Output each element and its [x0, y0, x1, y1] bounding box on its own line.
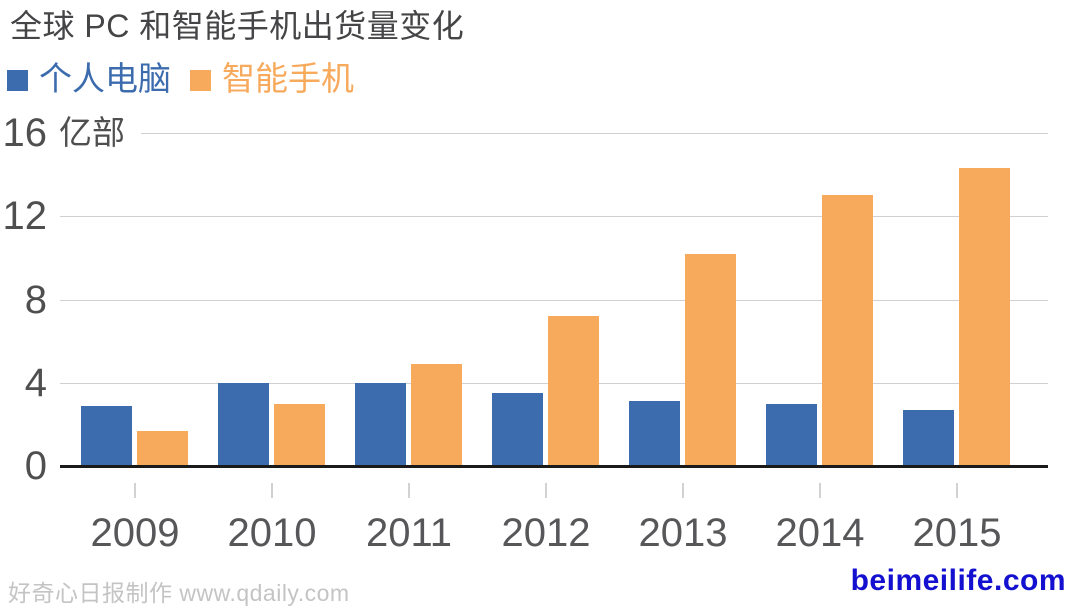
- bar-smartphone-2015: [959, 168, 1010, 466]
- legend: 个人电脑 智能手机: [7, 59, 354, 99]
- x-tick-2013: [682, 483, 684, 498]
- bar-pc-2010: [218, 383, 269, 466]
- gridline-16: [141, 133, 1048, 134]
- x-label-2011: 2011: [365, 511, 452, 555]
- chart-title: 全球 PC 和智能手机出货量变化: [10, 8, 465, 44]
- y-tick-label-4: 4: [24, 361, 47, 405]
- bar-smartphone-2009: [137, 431, 188, 466]
- legend-item-smartphone: 智能手机: [190, 59, 354, 99]
- x-tick-2012: [545, 483, 547, 498]
- smartphone-swatch-icon: [190, 70, 211, 91]
- x-tick-2014: [819, 483, 821, 498]
- bar-pc-2012: [492, 393, 543, 466]
- x-label-2010: 2010: [227, 511, 317, 555]
- bar-smartphone-2010: [274, 404, 325, 466]
- legend-item-pc: 个人电脑: [7, 59, 171, 99]
- y-tick-label-8: 8: [24, 278, 47, 322]
- bar-pc-2015: [903, 410, 954, 466]
- legend-label-smartphone: 智能手机: [222, 60, 354, 97]
- credit-text: 好奇心日报制作 www.qdaily.com: [8, 580, 350, 606]
- x-tick-2009: [134, 483, 136, 498]
- x-tick-2011: [408, 483, 410, 498]
- gridline-8: [60, 300, 1048, 301]
- x-label-2015: 2015: [912, 511, 1002, 555]
- y-tick-label-0: 0: [24, 444, 47, 488]
- bar-pc-2014: [766, 404, 817, 466]
- x-tick-2010: [271, 483, 273, 498]
- bar-smartphone-2012: [548, 316, 599, 466]
- bar-pc-2011: [355, 383, 406, 466]
- bar-smartphone-2013: [685, 254, 736, 466]
- x-tick-2015: [956, 483, 958, 498]
- pc-swatch-icon: [7, 70, 28, 91]
- x-label-2009: 2009: [90, 511, 180, 555]
- y-tick-label-16: 16: [2, 111, 48, 155]
- bar-smartphone-2014: [822, 195, 873, 466]
- x-axis-baseline: [60, 465, 1048, 468]
- y-tick-label-12: 12: [2, 194, 48, 238]
- legend-label-pc: 个人电脑: [39, 60, 171, 97]
- bar-pc-2013: [629, 401, 680, 466]
- gridline-12: [60, 216, 1048, 217]
- y-axis-unit-label: 亿部: [59, 114, 125, 151]
- watermark-text: beimeilife.com: [850, 564, 1066, 597]
- bar-pc-2009: [81, 406, 132, 466]
- x-label-2012: 2012: [501, 511, 591, 555]
- x-label-2013: 2013: [638, 511, 728, 555]
- bar-smartphone-2011: [411, 364, 462, 466]
- x-label-2014: 2014: [775, 511, 865, 555]
